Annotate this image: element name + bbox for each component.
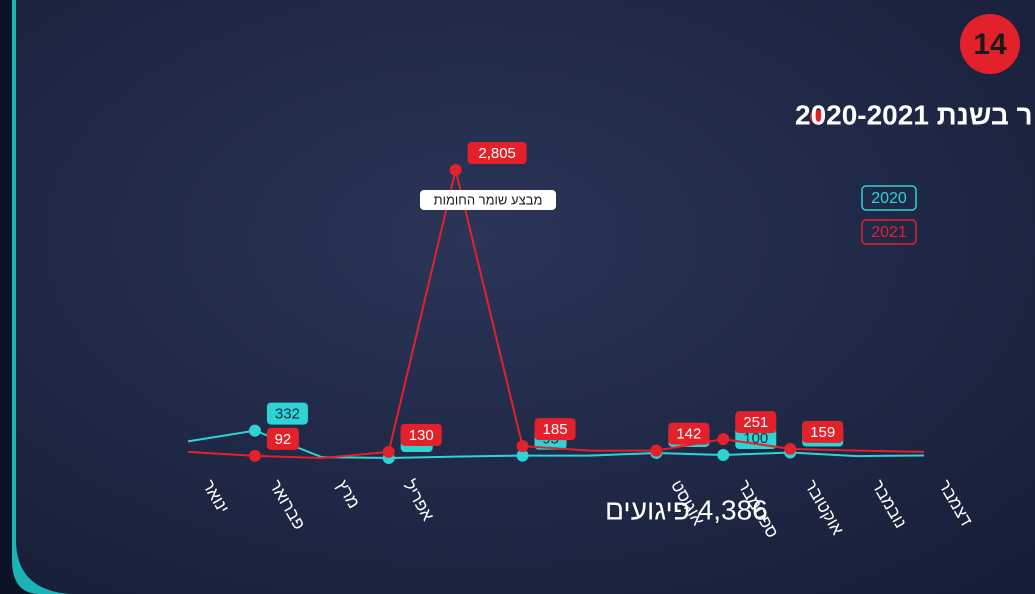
value-label: 142: [676, 426, 701, 443]
data-point: [717, 433, 730, 446]
value-label: 159: [810, 424, 835, 441]
value-label-box: [467, 142, 527, 164]
value-label: 251: [743, 414, 768, 431]
series-line: [187, 169, 925, 460]
value-label: 130: [409, 427, 434, 444]
chart-title: פיגועי טרור בשנת 2020-2021: [795, 99, 1035, 130]
legend-box: [861, 219, 917, 245]
data-point: [650, 444, 663, 457]
data-point: [516, 440, 529, 453]
value-label-box: [534, 418, 576, 441]
value-label: 332: [275, 406, 300, 423]
data-point: [248, 424, 261, 437]
value-label-box: [735, 411, 777, 434]
value-label-box: [266, 427, 299, 450]
data-point: [784, 442, 797, 455]
data-point: [449, 164, 462, 176]
value-label: 185: [543, 421, 568, 438]
data-point: [248, 449, 261, 462]
title-dot: [810, 110, 824, 124]
logo-badge: [960, 14, 1020, 74]
legend-box: [861, 185, 917, 211]
value-label-box: [802, 420, 844, 443]
legend-label: 2021: [871, 224, 907, 241]
data-point: [516, 449, 529, 462]
value-label-box: [668, 422, 710, 445]
annotation: מבצע שומר החומות: [434, 192, 543, 207]
legend-label: 2020: [871, 190, 907, 207]
value-label: 2,805: [478, 145, 516, 162]
annotation-box: [420, 190, 556, 210]
series-line: [187, 429, 925, 460]
channel-logo: 14: [973, 28, 1007, 61]
data-point: [382, 445, 395, 458]
value-label: 92: [275, 431, 292, 448]
caption: 4,386 פיגועים: [605, 494, 768, 525]
data-point: [717, 449, 730, 462]
value-label-box: [400, 423, 442, 446]
value-label-box: [266, 402, 308, 425]
